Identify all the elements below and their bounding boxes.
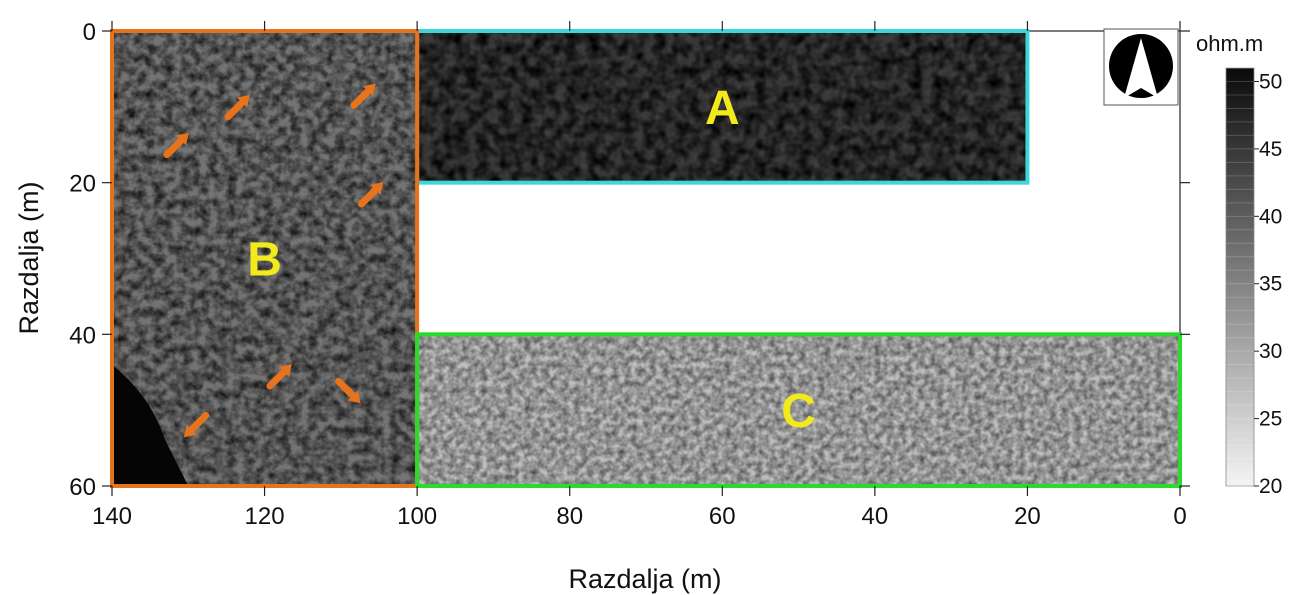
north-arrow-icon [1103, 28, 1179, 106]
y-axis-ticks: 0 20 40 60 [69, 19, 1190, 501]
orange-arrows [163, 83, 384, 438]
orange-arrow-3 [350, 83, 376, 109]
panel-c-border [415, 332, 1182, 489]
colorbar-tick-label: 20 [1259, 475, 1282, 498]
orange-arrow-6 [335, 377, 361, 404]
x-axis-ticks: 140 120 100 80 60 40 20 0 [92, 21, 1187, 530]
x-tick-label: 0 [1173, 503, 1186, 530]
y-axis-title: Razdalja (m) [14, 181, 44, 334]
panel-c: C [415, 332, 1182, 489]
orange-arrow-7 [183, 411, 210, 438]
panel-a: A [415, 29, 1030, 185]
x-tick-label: 120 [245, 503, 285, 530]
y-tick-label: 60 [69, 474, 96, 501]
x-tick-label: 100 [397, 503, 437, 530]
x-tick-label: 60 [709, 503, 736, 530]
colorbar-ticks: 50 45 40 35 30 25 20 [1226, 67, 1282, 498]
colorbar-tick-label: 30 [1259, 340, 1282, 363]
x-tick-label: 140 [92, 503, 132, 530]
panel-b: B [110, 29, 420, 488]
panels-layer: A B C [110, 29, 1182, 489]
x-tick-label: 40 [862, 503, 889, 530]
orange-arrow-5 [266, 364, 292, 390]
plot-area: A B C 140 120 100 80 60 40 20 0 0 20 40 60 [69, 19, 1190, 530]
orange-arrow-4 [357, 182, 384, 208]
panel-a-label: A [705, 82, 740, 135]
colorbar-tick-label: 50 [1259, 70, 1282, 93]
y-tick-label: 0 [83, 19, 96, 46]
orange-arrow-1 [163, 132, 189, 159]
colorbar-gradient [1225, 67, 1255, 487]
colorbar-tick-label: 25 [1259, 408, 1282, 431]
x-axis-title: Razdalja (m) [568, 564, 721, 594]
y-tick-label: 20 [69, 171, 96, 198]
panel-c-texture [417, 334, 1181, 486]
colorbar: ohm.m 50 45 40 35 30 25 20 [1196, 31, 1282, 498]
y-tick-label: 40 [69, 322, 96, 349]
colorbar-tick-label: 40 [1259, 205, 1282, 228]
colorbar-tick-label: 35 [1259, 273, 1282, 296]
panel-b-label: B [247, 234, 282, 287]
orange-arrow-2 [224, 94, 250, 121]
x-tick-label: 80 [556, 503, 583, 530]
panel-b-texture [112, 31, 418, 486]
colorbar-tick-label: 45 [1259, 138, 1282, 161]
panel-c-label: C [781, 385, 816, 438]
colorbar-unit: ohm.m [1196, 31, 1263, 56]
panel-b-dark-zone [112, 364, 189, 486]
x-tick-label: 20 [1014, 503, 1041, 530]
panel-a-texture-dark [417, 31, 1028, 183]
